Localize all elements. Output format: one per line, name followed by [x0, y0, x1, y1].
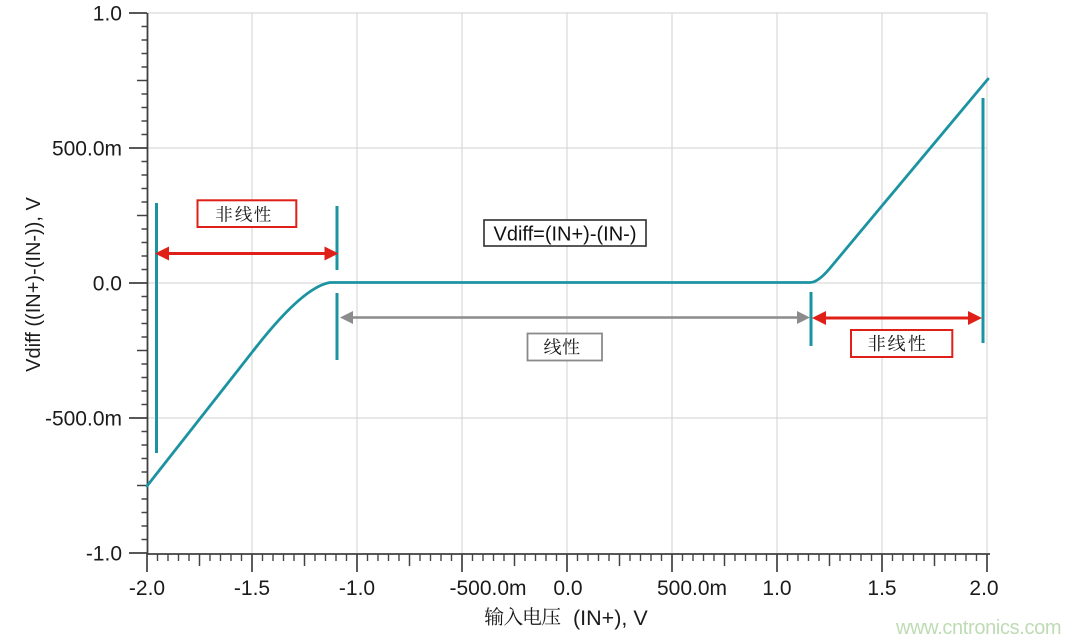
svg-text:500.0m: 500.0m [657, 577, 727, 600]
svg-text:1.0: 1.0 [762, 577, 791, 600]
svg-text:-1.0: -1.0 [339, 577, 375, 600]
svg-text:-1.5: -1.5 [234, 577, 270, 600]
svg-text:500.0m: 500.0m [52, 138, 122, 161]
svg-text:Vdiff=(IN+)-(IN-): Vdiff=(IN+)-(IN-) [494, 224, 637, 246]
svg-text:-1.0: -1.0 [86, 543, 122, 566]
svg-text:0.0: 0.0 [93, 273, 122, 296]
svg-text:2.0: 2.0 [969, 577, 998, 600]
svg-text:0.0: 0.0 [553, 577, 582, 600]
svg-text:1.0: 1.0 [93, 3, 122, 26]
svg-text:1.5: 1.5 [867, 577, 896, 600]
svg-text:Vdiff ((IN+)-(IN-)), V: Vdiff ((IN+)-(IN-)), V [23, 197, 45, 372]
svg-text:-2.0: -2.0 [129, 577, 165, 600]
svg-text:-500.0m: -500.0m [449, 577, 526, 600]
svg-text:www.cntronics.com: www.cntronics.com [895, 617, 1061, 639]
svg-text:(IN+), V: (IN+), V [573, 606, 648, 630]
svg-text:-500.0m: -500.0m [45, 408, 122, 431]
